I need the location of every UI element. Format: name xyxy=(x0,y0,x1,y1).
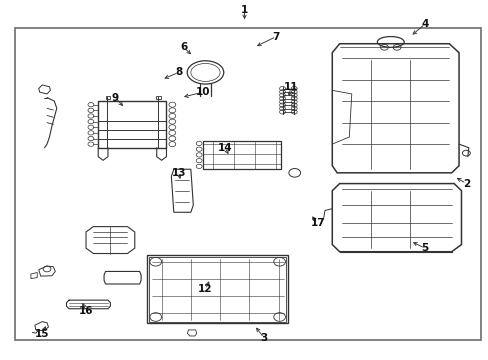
Text: 7: 7 xyxy=(272,32,279,41)
Text: 8: 8 xyxy=(175,67,182,77)
Bar xyxy=(149,257,285,321)
Text: 5: 5 xyxy=(421,243,427,253)
Text: 15: 15 xyxy=(35,329,49,339)
Text: 16: 16 xyxy=(79,306,93,316)
Text: 10: 10 xyxy=(195,87,210,97)
Bar xyxy=(15,28,480,339)
Text: 12: 12 xyxy=(198,284,212,294)
Text: 14: 14 xyxy=(217,143,232,153)
Text: 4: 4 xyxy=(420,19,427,29)
Text: 17: 17 xyxy=(310,218,325,228)
Text: 11: 11 xyxy=(283,82,298,92)
Text: 2: 2 xyxy=(462,179,469,189)
Text: 6: 6 xyxy=(180,42,187,52)
Bar xyxy=(156,96,160,99)
Text: 13: 13 xyxy=(171,168,185,178)
Text: 1: 1 xyxy=(241,5,247,15)
Text: 9: 9 xyxy=(111,93,119,103)
Bar xyxy=(105,96,110,99)
Text: 3: 3 xyxy=(260,333,267,343)
